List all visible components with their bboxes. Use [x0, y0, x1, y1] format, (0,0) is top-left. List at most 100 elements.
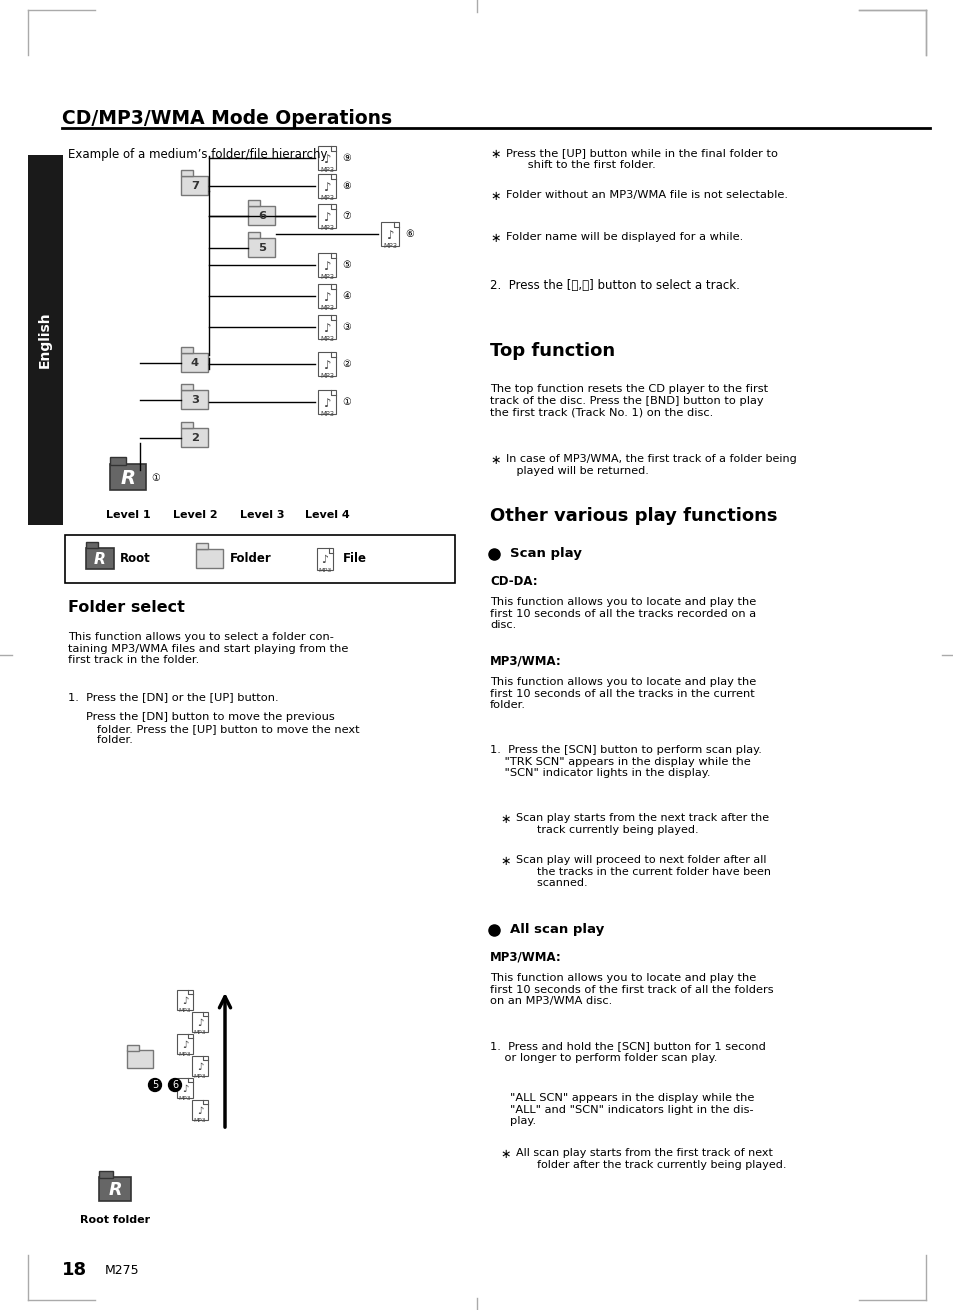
Text: Folder select: Folder select — [68, 600, 185, 614]
FancyBboxPatch shape — [181, 347, 193, 352]
FancyBboxPatch shape — [317, 253, 335, 276]
Text: ♪: ♪ — [323, 153, 331, 166]
Text: 18: 18 — [62, 1262, 87, 1279]
Text: MP3: MP3 — [193, 1030, 206, 1035]
Text: Level 2: Level 2 — [172, 510, 217, 520]
Text: Press the [UP] button while in the final folder to
      shift to the first fold: Press the [UP] button while in the final… — [505, 148, 778, 169]
Text: ∗: ∗ — [490, 455, 500, 466]
Text: ♪: ♪ — [323, 322, 331, 335]
Text: Level 4: Level 4 — [304, 510, 349, 520]
Text: Top function: Top function — [490, 342, 615, 360]
FancyBboxPatch shape — [181, 170, 193, 176]
Text: Level 1: Level 1 — [106, 510, 151, 520]
FancyBboxPatch shape — [248, 237, 275, 257]
FancyBboxPatch shape — [196, 549, 223, 569]
FancyBboxPatch shape — [86, 542, 98, 549]
Text: ⑤: ⑤ — [342, 259, 351, 270]
FancyBboxPatch shape — [181, 422, 193, 428]
Text: File: File — [343, 553, 367, 566]
Text: 3: 3 — [191, 396, 199, 405]
Text: MP3: MP3 — [178, 1095, 191, 1100]
Text: ♪: ♪ — [323, 181, 331, 194]
FancyBboxPatch shape — [110, 464, 146, 490]
FancyBboxPatch shape — [192, 1011, 208, 1032]
Text: 1.  Press the [DN] or the [UP] button.: 1. Press the [DN] or the [UP] button. — [68, 692, 278, 702]
Text: ∗: ∗ — [499, 855, 510, 869]
Text: "ALL SCN" appears in the display while the
"ALL" and "SCN" indicators light in t: "ALL SCN" appears in the display while t… — [510, 1093, 754, 1127]
Text: R: R — [120, 469, 135, 487]
Text: MP3: MP3 — [193, 1117, 206, 1123]
Text: Scan play starts from the next track after the
      track currently being playe: Scan play starts from the next track aft… — [516, 814, 768, 834]
Text: 1.  Press the [SCN] button to perform scan play.
    "TRK SCN" appears in the di: 1. Press the [SCN] button to perform sca… — [490, 745, 761, 778]
FancyBboxPatch shape — [317, 316, 335, 339]
Text: MP3: MP3 — [193, 1074, 206, 1078]
FancyBboxPatch shape — [181, 427, 209, 447]
FancyBboxPatch shape — [181, 176, 209, 195]
Text: CD/MP3/WMA Mode Operations: CD/MP3/WMA Mode Operations — [62, 109, 392, 127]
FancyBboxPatch shape — [110, 457, 126, 465]
Text: Scan play: Scan play — [510, 548, 581, 559]
Text: 7: 7 — [191, 181, 199, 191]
Text: ∗: ∗ — [499, 1148, 510, 1161]
Text: ⑨: ⑨ — [342, 153, 351, 162]
Text: MP3: MP3 — [319, 166, 334, 173]
Text: ♪: ♪ — [196, 1062, 203, 1072]
FancyBboxPatch shape — [99, 1178, 132, 1201]
Text: ④: ④ — [342, 291, 351, 301]
Text: ∗: ∗ — [490, 190, 500, 203]
Text: MP3: MP3 — [178, 1007, 191, 1013]
Text: Other various play functions: Other various play functions — [490, 507, 777, 525]
Text: ♪: ♪ — [196, 1106, 203, 1116]
Text: The top function resets the CD player to the first
track of the disc. Press the : The top function resets the CD player to… — [490, 384, 767, 417]
FancyBboxPatch shape — [317, 390, 335, 414]
FancyBboxPatch shape — [181, 384, 193, 390]
Text: 2: 2 — [191, 434, 199, 443]
Text: MP3: MP3 — [382, 242, 396, 249]
Text: MP3: MP3 — [319, 305, 334, 310]
FancyBboxPatch shape — [196, 544, 209, 549]
Text: 6: 6 — [257, 211, 266, 221]
Text: Level 3: Level 3 — [239, 510, 284, 520]
FancyBboxPatch shape — [317, 352, 335, 376]
Text: Folder: Folder — [230, 553, 272, 566]
FancyBboxPatch shape — [317, 147, 335, 170]
FancyBboxPatch shape — [177, 1034, 193, 1055]
FancyBboxPatch shape — [128, 1051, 152, 1069]
Text: 6: 6 — [172, 1079, 178, 1090]
Text: All scan play: All scan play — [510, 924, 603, 937]
Text: This function allows you to locate and play the
first 10 seconds of the first tr: This function allows you to locate and p… — [490, 973, 773, 1006]
Text: ②: ② — [342, 359, 351, 369]
Text: 5: 5 — [257, 242, 266, 253]
Text: Root: Root — [120, 553, 151, 566]
Text: ♪: ♪ — [323, 291, 331, 304]
FancyBboxPatch shape — [28, 155, 63, 525]
Text: ♪: ♪ — [323, 359, 331, 372]
Text: ♪: ♪ — [196, 1018, 203, 1028]
FancyBboxPatch shape — [248, 232, 260, 238]
FancyBboxPatch shape — [192, 1056, 208, 1077]
Text: MP3/WMA:: MP3/WMA: — [490, 951, 561, 964]
FancyBboxPatch shape — [317, 174, 335, 198]
Text: ♪: ♪ — [321, 555, 328, 566]
Text: ∗: ∗ — [490, 232, 500, 245]
FancyBboxPatch shape — [248, 200, 260, 206]
Text: MP3: MP3 — [319, 195, 334, 200]
Text: ∗: ∗ — [499, 814, 510, 827]
Text: 4: 4 — [191, 358, 199, 368]
FancyBboxPatch shape — [317, 204, 335, 228]
FancyBboxPatch shape — [316, 548, 334, 570]
FancyBboxPatch shape — [86, 548, 114, 569]
Text: MP3: MP3 — [319, 411, 334, 417]
Text: MP3: MP3 — [319, 373, 334, 379]
Text: MP3: MP3 — [318, 567, 332, 572]
Text: 2.  Press the [⏮,⏭] button to select a track.: 2. Press the [⏮,⏭] button to select a tr… — [490, 279, 740, 292]
Text: M275: M275 — [105, 1264, 139, 1276]
Text: ♪: ♪ — [386, 229, 394, 242]
Text: Example of a medium’s folder/file hierarchy: Example of a medium’s folder/file hierar… — [68, 148, 327, 161]
Text: This function allows you to select a folder con-
taining MP3/WMA files and start: This function allows you to select a fol… — [68, 631, 348, 665]
FancyBboxPatch shape — [128, 1045, 138, 1051]
Text: ♪: ♪ — [182, 996, 188, 1006]
Text: R: R — [94, 552, 106, 566]
FancyBboxPatch shape — [192, 1100, 208, 1120]
Text: MP3/WMA:: MP3/WMA: — [490, 655, 561, 668]
